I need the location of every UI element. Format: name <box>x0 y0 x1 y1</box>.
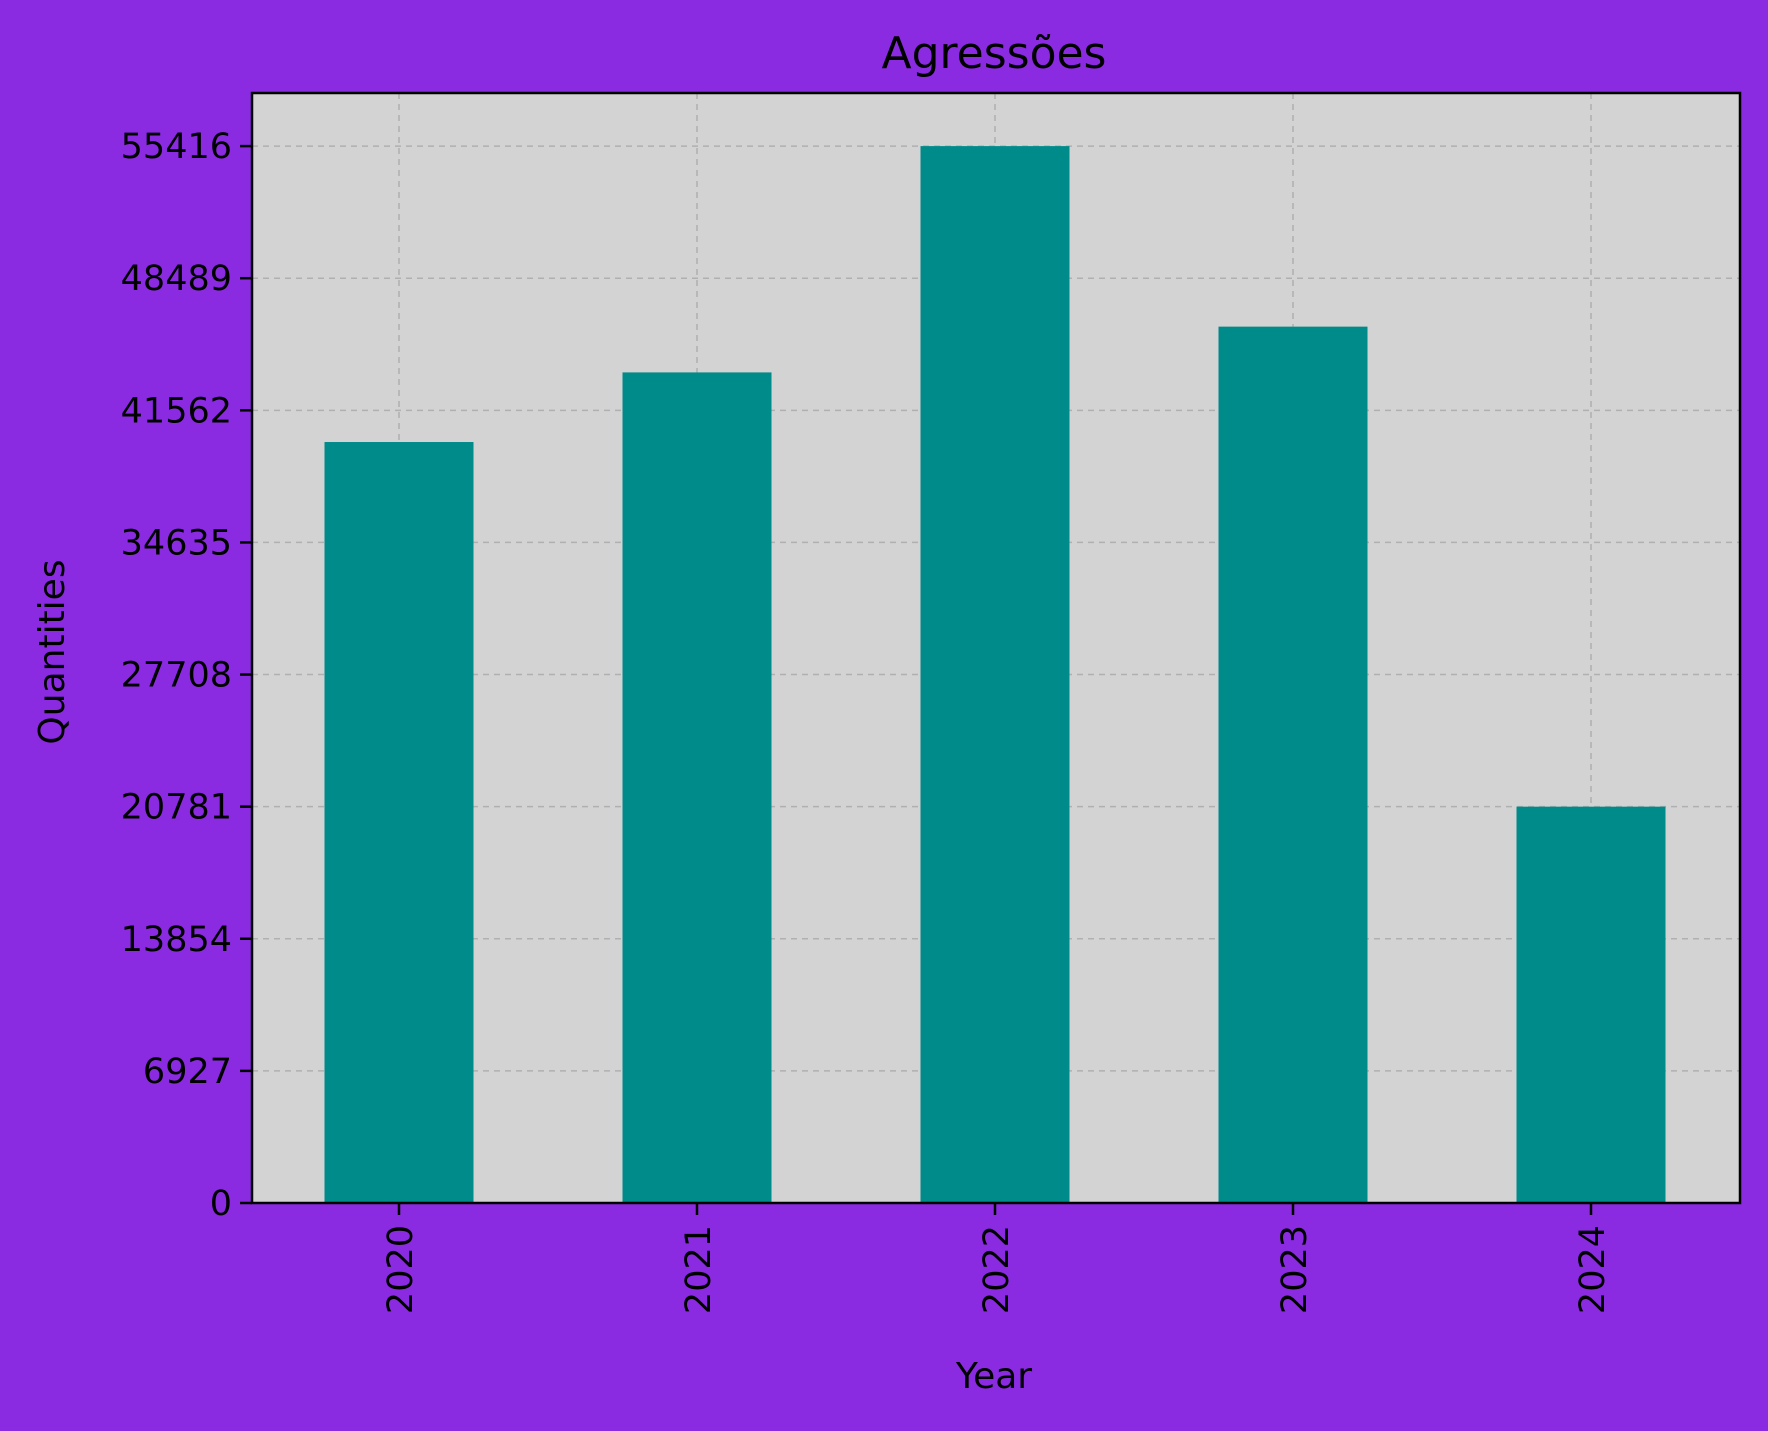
x-tick-label: 2023 <box>1275 1225 1315 1314</box>
y-tick-label: 20781 <box>121 788 232 828</box>
bars <box>324 146 1666 1203</box>
bar-2021 <box>622 372 772 1203</box>
bar-2020 <box>324 442 474 1203</box>
x-tick-label: 2020 <box>381 1225 421 1314</box>
y-tick-label: 6927 <box>143 1052 232 1092</box>
y-tick-label: 34635 <box>121 523 232 563</box>
bar-2023 <box>1218 326 1368 1203</box>
y-tick-label: 27708 <box>121 656 232 696</box>
x-tick-label: 2021 <box>679 1225 719 1314</box>
bar-2022 <box>920 146 1070 1203</box>
chart-title: Agressões <box>882 28 1107 79</box>
x-tick-label: 2022 <box>977 1225 1017 1314</box>
y-tick-label: 55416 <box>121 127 232 167</box>
y-axis-label: Quantities <box>32 559 73 744</box>
y-tick-label: 41562 <box>121 391 232 431</box>
bar-2024 <box>1516 806 1666 1203</box>
y-tick-label: 48489 <box>121 259 232 299</box>
x-axis-ticks: 2020 2021 2022 2023 2024 <box>381 1203 1613 1314</box>
y-tick-label: 13854 <box>121 920 232 960</box>
y-tick-label: 0 <box>210 1184 232 1224</box>
x-axis-label: Year <box>955 1356 1032 1397</box>
x-tick-label: 2024 <box>1573 1225 1613 1314</box>
y-axis-ticks: 0 6927 13854 20781 27708 34635 41562 48489 55416 <box>121 127 252 1224</box>
